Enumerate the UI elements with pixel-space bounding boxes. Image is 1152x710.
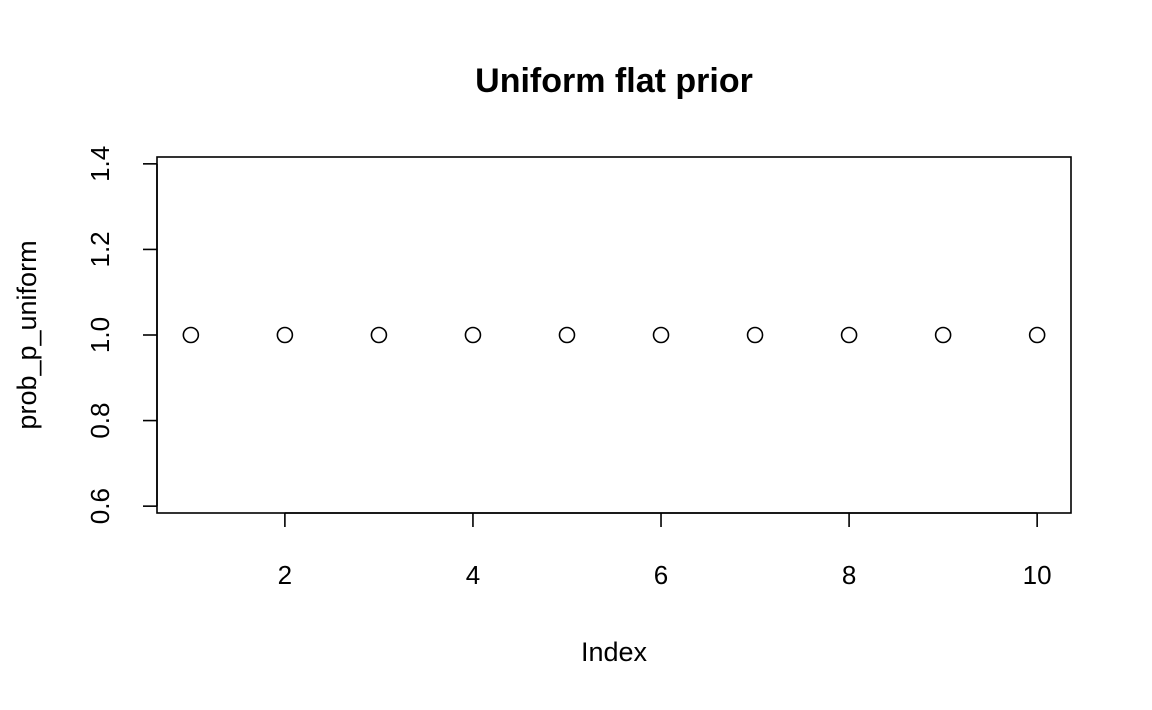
data-points bbox=[182, 326, 1046, 344]
data-point bbox=[934, 326, 952, 344]
data-point bbox=[840, 326, 858, 344]
x-tick-label: 4 bbox=[466, 560, 480, 590]
y-tick-label: 1.4 bbox=[85, 146, 115, 182]
data-point bbox=[746, 326, 764, 344]
y-tick-label: 0.8 bbox=[85, 402, 115, 438]
x-axis-label: Index bbox=[581, 637, 648, 667]
y-tick-label: 0.6 bbox=[85, 488, 115, 524]
x-axis: 2 4 6 8 10 bbox=[278, 512, 1052, 590]
data-point bbox=[182, 326, 200, 344]
y-axis-label: prob_p_uniform bbox=[12, 240, 42, 429]
data-point bbox=[370, 326, 388, 344]
data-point bbox=[276, 326, 294, 344]
data-point bbox=[464, 326, 482, 344]
x-tick-label: 10 bbox=[1023, 560, 1052, 590]
x-tick-label: 2 bbox=[278, 560, 292, 590]
data-point bbox=[652, 326, 670, 344]
data-point bbox=[1028, 326, 1046, 344]
chart-title: Uniform flat prior bbox=[475, 62, 753, 100]
x-tick-label: 8 bbox=[842, 560, 856, 590]
y-axis: 0.6 0.8 1.0 1.2 1.4 bbox=[85, 146, 158, 524]
x-tick-label: 6 bbox=[654, 560, 668, 590]
data-point bbox=[558, 326, 576, 344]
y-tick-label: 1.2 bbox=[85, 231, 115, 267]
plot-area-frame bbox=[156, 156, 1072, 514]
y-tick-label: 1.0 bbox=[85, 317, 115, 353]
